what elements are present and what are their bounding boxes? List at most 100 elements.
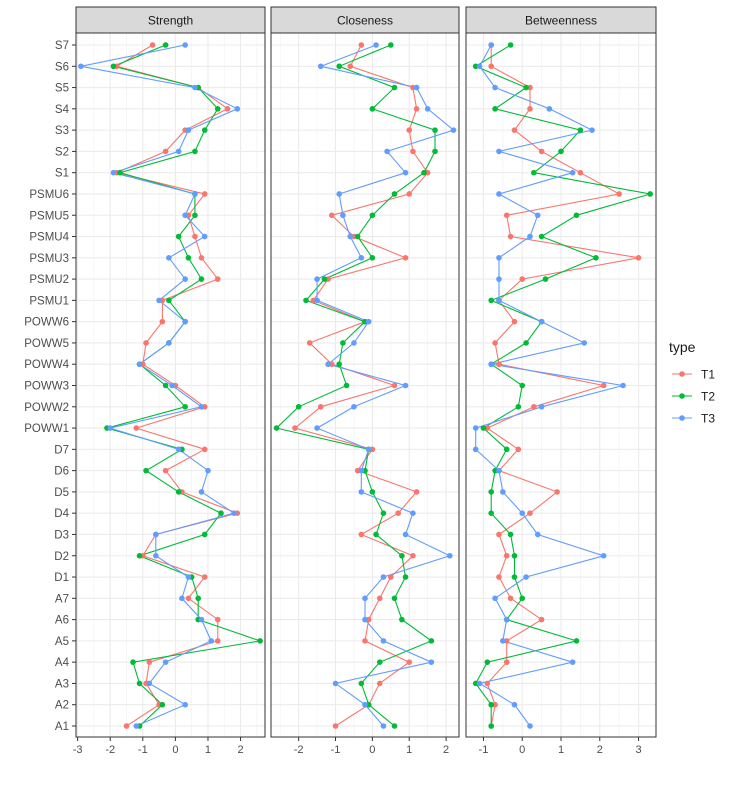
facet-strip-betweenness (465, 6, 657, 34)
y-tick-label: D6 (54, 466, 69, 478)
point-t1-betweenness (635, 255, 642, 261)
point-t1-closeness (388, 574, 394, 580)
point-t3-strength (110, 169, 117, 176)
point-t3-betweenness (496, 297, 502, 304)
point-t3-closeness (314, 425, 320, 431)
point-t3-betweenness (519, 510, 526, 516)
point-t3-closeness (413, 84, 420, 91)
point-t2-closeness (303, 297, 309, 304)
point-t3-betweenness (527, 233, 533, 240)
point-t2-betweenness (523, 340, 529, 346)
point-t1-betweenness (503, 659, 510, 665)
facet-strip-closeness (270, 6, 460, 34)
point-t2-betweenness (519, 382, 526, 389)
point-t3-betweenness (496, 148, 502, 155)
point-t2-betweenness (577, 127, 584, 133)
point-t1-closeness (306, 340, 313, 346)
point-t3-betweenness (534, 212, 541, 219)
point-t3-closeness (351, 340, 357, 346)
point-t2-betweenness (538, 233, 545, 240)
point-t3-strength (107, 425, 114, 431)
point-t1-closeness (376, 680, 383, 687)
point-t3-betweenness (538, 318, 545, 325)
x-tick-label: 2 (443, 744, 449, 756)
point-t1-strength (123, 723, 130, 729)
point-t2-closeness (369, 106, 376, 112)
y-tick-label: POWW4 (24, 359, 69, 371)
point-t3-closeness (402, 169, 409, 176)
facet-strip-strength (75, 6, 266, 34)
point-t2-closeness (295, 403, 302, 410)
point-t1-strength (143, 340, 149, 346)
point-t1-closeness (317, 403, 324, 410)
point-t1-strength (201, 446, 208, 453)
point-t3-strength (175, 148, 182, 155)
point-t1-betweenness (492, 701, 498, 708)
point-t1-strength (214, 276, 221, 282)
point-t1-betweenness (492, 340, 498, 346)
point-t2-closeness (369, 489, 376, 495)
point-t3-closeness (336, 191, 342, 197)
point-t1-betweenness (484, 680, 491, 687)
x-tick-label: 0 (369, 744, 375, 756)
point-t2-closeness (336, 63, 342, 70)
x-tick-label: -3 (73, 744, 83, 756)
x-tick-label: 1 (205, 744, 211, 756)
point-t3-strength (133, 723, 140, 729)
point-t1-closeness (413, 489, 420, 495)
point-t3-closeness (351, 403, 357, 410)
point-t3-strength (162, 659, 169, 665)
y-tick-label: S4 (55, 104, 70, 116)
point-t1-betweenness (503, 638, 510, 644)
point-t3-strength (198, 489, 205, 495)
x-tick-label: 2 (237, 744, 243, 756)
point-t2-betweenness (573, 638, 580, 644)
point-t2-strength (257, 638, 263, 644)
point-t1-strength (162, 148, 169, 155)
point-t2-strength (182, 403, 188, 410)
point-t2-strength (162, 382, 169, 389)
panel-betweenness: Betweenness -1 0 1 2 3 (465, 6, 657, 756)
y-tick-label: A5 (55, 636, 69, 648)
point-t3-closeness (402, 382, 409, 389)
point-t2-closeness (391, 595, 398, 602)
point-t2-closeness (369, 255, 376, 261)
legend-key-point-t1 (679, 371, 685, 377)
point-t3-strength (175, 446, 182, 453)
x-tick-label: -1 (138, 744, 148, 756)
point-t2-closeness (343, 382, 350, 389)
y-tick-label: PSMU1 (29, 295, 69, 307)
point-t3-strength (201, 233, 208, 240)
point-t3-strength (182, 318, 188, 325)
y-tick-label: D1 (54, 572, 69, 584)
point-t3-betweenness (496, 191, 502, 197)
y-tick-label: POWW5 (24, 338, 69, 350)
point-t3-strength (153, 531, 159, 538)
y-tick-label: POWW1 (24, 423, 69, 435)
y-tick-label: PSMU5 (29, 210, 69, 222)
point-t1-closeness (362, 638, 368, 644)
point-t3-strength (231, 510, 237, 516)
point-t1-strength (185, 595, 192, 602)
y-tick-label: A7 (55, 593, 69, 605)
point-t2-strength (143, 467, 149, 474)
point-t3-closeness (332, 680, 339, 687)
point-t3-strength (185, 574, 192, 580)
x-tick-label: 0 (519, 744, 525, 756)
y-tick-label: POWW6 (24, 317, 69, 329)
point-t2-closeness (432, 127, 438, 133)
point-t1-closeness (406, 127, 413, 133)
point-t3-closeness (410, 510, 416, 516)
point-t1-closeness (410, 552, 416, 559)
point-t2-strength (175, 233, 182, 240)
y-tick-label: S1 (55, 168, 69, 180)
point-t1-closeness (391, 382, 398, 389)
facet-label-betweenness: Betweenness (525, 14, 597, 28)
point-t3-betweenness (534, 531, 541, 538)
point-t3-strength (192, 84, 198, 91)
point-t1-strength (159, 318, 166, 325)
point-t2-betweenness (511, 552, 518, 559)
legend-label-t2: T2 (701, 390, 715, 404)
point-t1-strength (214, 638, 221, 644)
x-tick-label: 3 (635, 744, 641, 756)
